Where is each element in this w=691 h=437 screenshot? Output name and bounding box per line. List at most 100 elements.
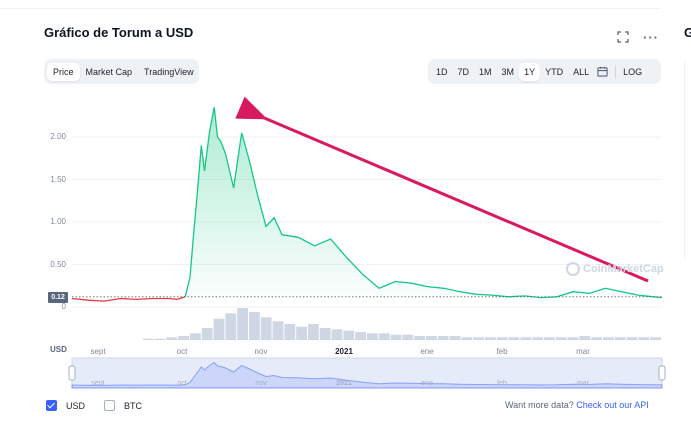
- currency-axis-label: USD: [50, 345, 67, 354]
- range-1d-button[interactable]: 1D: [436, 66, 448, 77]
- legend-usd[interactable]: USD: [46, 400, 85, 411]
- volume-bar: [154, 338, 166, 340]
- tab-price[interactable]: Price: [47, 62, 80, 81]
- volume-bar: [496, 337, 508, 340]
- tab-market-cap[interactable]: Market Cap: [85, 66, 133, 77]
- current-price-badge: 0.12: [48, 292, 68, 303]
- volume-bar: [355, 332, 366, 340]
- y-tick-label: 1.00: [50, 217, 66, 226]
- volume-bar: [626, 337, 638, 340]
- right-panel-title: G: [684, 25, 691, 40]
- range-ytd-button[interactable]: YTD: [545, 66, 564, 77]
- volume-bar: [249, 312, 260, 340]
- watermark-text: CoinMarketCap: [583, 263, 664, 275]
- volume-bar: [473, 337, 484, 340]
- volume-bar: [544, 337, 555, 340]
- volume-bar: [390, 334, 402, 340]
- x-tick-label: nov: [254, 347, 268, 356]
- navigator-tick-label: oct: [177, 380, 186, 387]
- chart-type-tabs: Price Market Cap TradingView: [44, 59, 199, 84]
- volume-bar: [414, 336, 425, 340]
- fullscreen-icon[interactable]: [617, 31, 629, 43]
- range-1m-button[interactable]: 1M: [479, 66, 492, 77]
- range-3m-button[interactable]: 3M: [501, 66, 515, 77]
- volume-bar: [201, 328, 213, 340]
- volume-bar: [190, 333, 201, 340]
- volume-bar: [437, 336, 449, 340]
- price-line-down: [71, 296, 186, 302]
- legend-usd-label: USD: [66, 400, 86, 411]
- time-range-selector: 1D 7D 1M 3M 1Y YTD ALL LOG: [428, 59, 661, 84]
- y-tick-label: 2.00: [50, 132, 66, 141]
- navigator-handle-left[interactable]: [68, 365, 76, 381]
- navigator-series: [71, 361, 663, 389]
- coinmarketcap-logo-icon: [566, 262, 580, 276]
- x-tick-label: sept: [90, 347, 106, 356]
- api-link[interactable]: Check out our API: [576, 400, 649, 410]
- volume-bar: [178, 336, 189, 340]
- volume-bar: [142, 338, 154, 340]
- btc-checkbox[interactable]: [104, 400, 115, 411]
- volume-bar: [402, 334, 414, 340]
- volume-bar: [638, 337, 650, 340]
- usd-checkbox[interactable]: [46, 400, 57, 411]
- x-tick-label: ene: [420, 347, 434, 356]
- volume-bar: [237, 308, 248, 340]
- volume-bar: [308, 324, 319, 340]
- volume-bar: [449, 336, 461, 340]
- volume-bar: [343, 330, 355, 340]
- volume-bar: [166, 337, 178, 340]
- volume-bar: [508, 337, 520, 340]
- watermark: CoinMarketCap: [566, 262, 664, 276]
- price-line-up: [184, 107, 663, 299]
- volume-bar: [260, 317, 272, 340]
- volume-bar: [532, 337, 543, 340]
- volume-bar: [296, 326, 307, 340]
- legend-btc[interactable]: BTC: [104, 400, 142, 411]
- price-area-fill: [185, 107, 662, 298]
- x-tick-label: 2021: [335, 347, 353, 356]
- more-dots-icon[interactable]: ···: [643, 30, 659, 45]
- volume-bar: [485, 337, 496, 340]
- navigator-tick-label: mar: [577, 380, 590, 387]
- volume-bar: [378, 333, 390, 340]
- x-tick-label: oct: [176, 347, 188, 356]
- legend-btc-label: BTC: [124, 400, 142, 411]
- volume-bar: [272, 321, 284, 340]
- volume-bar: [284, 324, 296, 340]
- tab-tradingview[interactable]: TradingView: [144, 66, 194, 77]
- volume-bar: [614, 337, 626, 340]
- annotation-arrow: [235, 96, 649, 283]
- y-tick-label: 1.50: [50, 174, 66, 184]
- volume-bar: [461, 337, 473, 340]
- y-tick-label: 0.50: [50, 259, 66, 269]
- navigator-handle-right[interactable]: [658, 365, 666, 381]
- volume-bar: [367, 333, 378, 340]
- range-7d-button[interactable]: 7D: [457, 66, 470, 77]
- right-panel-divider: [684, 60, 685, 260]
- x-tick-label: feb: [496, 347, 508, 356]
- chart-title: Gráfico de Torum a USD: [44, 25, 194, 40]
- log-scale-button[interactable]: LOG: [623, 66, 643, 77]
- volume-bar: [555, 337, 567, 340]
- api-promo-text: Want more data?: [505, 400, 574, 410]
- range-1y-button[interactable]: 1Y: [519, 62, 541, 81]
- volume-bar: [591, 337, 602, 340]
- volume-bar: [319, 328, 331, 340]
- x-tick-label: mar: [576, 347, 590, 356]
- volume-bar: [579, 336, 591, 340]
- volume-bar: [567, 337, 579, 340]
- top-divider: [0, 8, 660, 9]
- range-all-button[interactable]: ALL: [573, 66, 590, 77]
- volume-bar: [213, 318, 225, 340]
- navigator-tick-label: 2021: [336, 380, 352, 387]
- volume-bar: [331, 329, 343, 340]
- volume-bar: [426, 336, 437, 340]
- range-divider: [615, 64, 617, 79]
- volume-bar: [650, 337, 661, 340]
- volume-bar: [520, 337, 532, 340]
- volume-bar: [603, 337, 614, 340]
- calendar-icon[interactable]: [597, 66, 608, 77]
- navigator-tick-label: ene: [421, 380, 433, 387]
